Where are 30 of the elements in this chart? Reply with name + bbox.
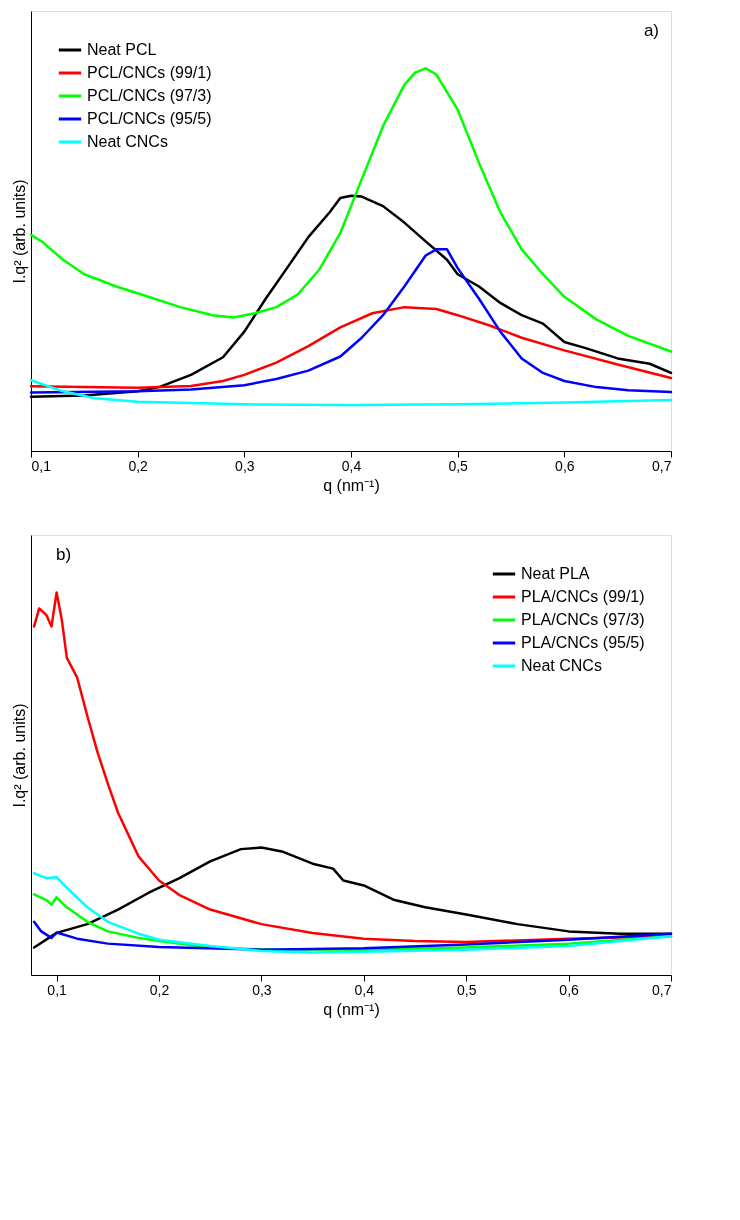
text: b) xyxy=(56,545,72,564)
x-axis-title: q (nm⁻¹) xyxy=(323,476,380,494)
x-tick-label: 0,3 xyxy=(252,981,272,998)
legend-label: Neat PCL xyxy=(87,41,157,58)
x-tick-label: 0,2 xyxy=(128,457,149,474)
legend-label: PCL/CNCs (97/3) xyxy=(87,87,212,104)
x-tick-label: 0,6 xyxy=(555,457,575,474)
x-tick-label: 0,4 xyxy=(354,981,375,998)
x-tick-label: 0,3 xyxy=(235,457,255,474)
x-tick-label: 0,1 xyxy=(31,457,52,474)
x-tick-label: 0,6 xyxy=(559,981,580,998)
legend-label: PCL/CNCs (95/5) xyxy=(87,110,212,127)
legend-label: PCL/CNCs (99/1) xyxy=(87,64,212,81)
x-tick-label: 0,1 xyxy=(47,981,68,998)
legend-label: PLA/CNCs (95/5) xyxy=(521,634,645,651)
x-axis-title: q (nm⁻¹) xyxy=(323,1000,380,1018)
y-axis-title: I.q² (arb. units) xyxy=(10,179,28,284)
text: a) xyxy=(643,21,659,40)
x-tick-label: 0,5 xyxy=(448,457,469,474)
legend-label: Neat CNCs xyxy=(87,133,168,150)
x-tick-label: 0,2 xyxy=(149,981,170,998)
legend-label: Neat CNCs xyxy=(521,657,602,674)
legend-label: PLA/CNCs (97/3) xyxy=(521,611,645,628)
legend-label: PLA/CNCs (99/1) xyxy=(521,588,645,605)
x-tick-label: 0,7 xyxy=(652,981,672,998)
x-tick-label: 0,4 xyxy=(341,457,362,474)
x-tick-label: 0,5 xyxy=(456,981,477,998)
y-axis-title: I.q² (arb. units) xyxy=(10,703,28,808)
x-tick-label: 0,7 xyxy=(652,457,672,474)
legend-label: Neat PLA xyxy=(521,565,590,582)
